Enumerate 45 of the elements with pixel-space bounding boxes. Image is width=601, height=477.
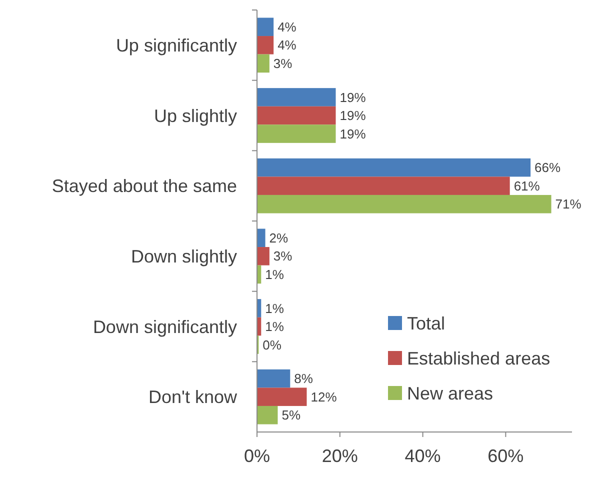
bar — [257, 388, 307, 406]
y-tick-label: Down slightly — [130, 246, 237, 266]
bar — [257, 228, 266, 248]
data-label: 3% — [273, 248, 293, 264]
bar — [257, 124, 336, 143]
bar — [257, 36, 274, 54]
data-label: 1% — [265, 319, 284, 334]
legend-label: Total — [407, 313, 446, 334]
bar — [257, 247, 270, 266]
bar — [257, 194, 552, 214]
bar — [257, 88, 336, 106]
data-label: 12% — [310, 389, 338, 404]
y-tick-label: Down significantly — [92, 316, 237, 337]
data-label: 5% — [282, 408, 301, 423]
legend-label: New areas — [407, 383, 494, 404]
legend-label: Established areas — [407, 348, 550, 368]
data-label: 19% — [340, 126, 366, 142]
bar — [257, 176, 510, 195]
data-label: 19% — [340, 90, 366, 105]
data-label: 3% — [273, 56, 293, 72]
bar — [257, 158, 531, 177]
data-label: 1% — [265, 300, 284, 316]
bar — [257, 369, 290, 388]
data-label: 4% — [278, 19, 297, 34]
data-label: 71% — [555, 196, 582, 212]
data-label: 4% — [278, 38, 297, 53]
x-tick-label: 60% — [488, 446, 524, 466]
bar — [257, 18, 274, 36]
x-tick-label: 40% — [404, 446, 441, 466]
data-label: 66% — [534, 160, 562, 176]
x-tick-label: 20% — [322, 446, 358, 466]
y-tick-label: Up slightly — [154, 106, 237, 126]
bar — [257, 406, 278, 424]
data-label: 0% — [262, 337, 282, 352]
y-tick-label: Up significantly — [116, 35, 237, 56]
bar — [257, 54, 270, 73]
bar — [257, 106, 336, 125]
data-label: 2% — [269, 230, 289, 246]
data-label: 61% — [514, 178, 540, 194]
data-label: 8% — [294, 371, 314, 386]
data-label: 19% — [340, 108, 366, 124]
y-tick-label: Stayed about the same — [52, 176, 237, 196]
x-tick-label: 0% — [244, 446, 270, 466]
y-tick-label: Don't know — [148, 387, 238, 408]
data-label: 1% — [265, 267, 284, 282]
